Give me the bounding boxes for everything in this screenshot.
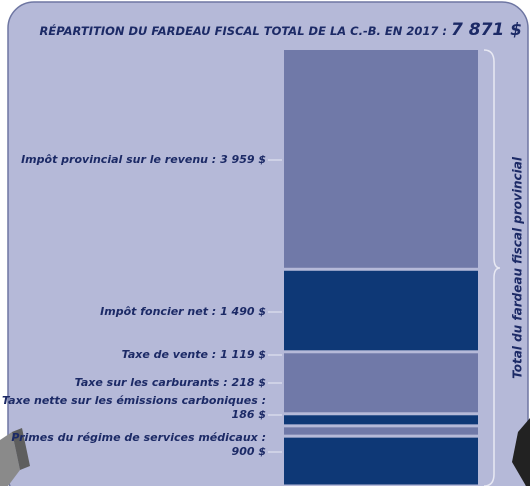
value-label: 1 119 $: [220, 348, 266, 361]
category-name: Impôt provincial sur le revenu :: [21, 153, 217, 166]
category-name: Taxe de vente :: [121, 348, 217, 361]
bar-segment: [284, 50, 478, 268]
title-text: RÉPARTITION DU FARDEAU FISCAL TOTAL DE L…: [39, 24, 447, 38]
value-label: 186 $: [231, 408, 266, 421]
category-name: Taxe nette sur les émissions carboniques…: [1, 394, 266, 407]
bar-segment: [284, 270, 478, 351]
decoration: [12, 428, 30, 470]
segment-label: Impôt provincial sur le revenu : 3 959 $: [0, 153, 266, 167]
category-name: Primes du régime de services médicaux :: [11, 431, 266, 444]
decoration: [0, 432, 20, 486]
bar-segment: [284, 427, 478, 435]
category-name: Impôt foncier net :: [100, 305, 217, 318]
annotation: Total du fardeau fiscal provincial: [511, 156, 525, 379]
value-label: 218 $: [231, 376, 266, 389]
total-label: 7 871 $: [451, 20, 522, 40]
decoration: [512, 418, 530, 486]
category-name: Taxe sur les carburants :: [74, 376, 228, 389]
segment-label: Taxe nette sur les émissions carboniques…: [0, 394, 266, 422]
segment-label: Taxe de vente : 1 119 $: [0, 348, 266, 362]
value-label: 1 490 $: [220, 305, 266, 318]
segment-label: Taxe sur les carburants : 218 $: [0, 376, 266, 390]
bar-segment: [284, 353, 478, 413]
segment-label: Primes du régime de services médicaux : …: [0, 431, 266, 459]
value-label: 3 959 $: [220, 153, 266, 166]
chart-title: RÉPARTITION DU FARDEAU FISCAL TOTAL DE L…: [0, 20, 522, 40]
segment-label: Impôt foncier net : 1 490 $: [0, 305, 266, 319]
value-label: 900 $: [231, 445, 266, 458]
brace: [483, 49, 501, 486]
bar-segment: [284, 437, 478, 485]
bar-segment: [284, 415, 478, 425]
